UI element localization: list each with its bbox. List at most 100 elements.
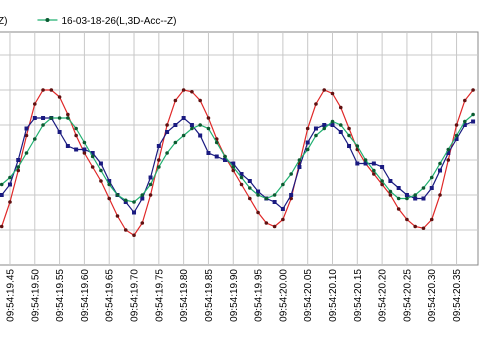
data-point	[248, 196, 252, 201]
data-point	[297, 158, 302, 162]
data-point	[256, 189, 261, 194]
data-point	[380, 182, 384, 187]
data-point	[0, 224, 4, 229]
data-point	[264, 221, 269, 225]
data-point	[313, 126, 318, 131]
legend-label: 16-03-18-26(L,3D-Acc--Z)	[61, 16, 176, 27]
data-point	[330, 123, 335, 127]
data-point	[0, 182, 4, 187]
data-point	[471, 119, 476, 124]
data-point	[338, 130, 343, 134]
data-point	[396, 186, 401, 190]
data-point	[272, 200, 277, 204]
data-point	[429, 175, 434, 180]
legend-label: Z)	[0, 16, 7, 27]
x-tick-label: 09:54:19.60	[80, 269, 91, 322]
data-point	[140, 193, 145, 197]
data-point	[438, 193, 442, 197]
x-tick-label: 09:54:20.20	[378, 269, 389, 322]
data-point	[330, 119, 335, 124]
data-point	[74, 133, 78, 138]
data-point	[289, 172, 293, 176]
x-tick-label: 09:54:19.70	[130, 269, 141, 322]
data-point	[396, 196, 401, 201]
data-point	[363, 158, 368, 162]
data-point	[41, 123, 45, 127]
data-point	[247, 179, 252, 183]
data-point	[82, 140, 87, 145]
data-point	[156, 144, 161, 148]
data-point	[90, 165, 95, 169]
data-point	[123, 198, 128, 203]
data-point	[107, 179, 112, 183]
data-point	[446, 151, 451, 155]
legend-marker	[45, 18, 50, 22]
x-tick-label: 09:54:19.80	[179, 269, 190, 322]
data-point	[231, 161, 236, 166]
data-point	[99, 168, 103, 173]
data-point	[231, 168, 236, 173]
data-point	[173, 98, 178, 103]
data-point	[57, 130, 62, 134]
x-tick-label: 09:54:19.90	[229, 269, 240, 322]
data-point	[198, 98, 202, 103]
data-point	[405, 217, 409, 222]
data-point	[297, 165, 302, 169]
data-point	[32, 137, 37, 141]
data-point	[314, 133, 318, 138]
data-point	[0, 193, 4, 197]
data-point	[463, 98, 467, 103]
data-point	[82, 151, 87, 155]
data-point	[239, 182, 244, 187]
data-point	[256, 193, 260, 197]
data-point	[57, 95, 62, 99]
data-point	[330, 91, 335, 96]
data-point	[438, 168, 443, 173]
data-point	[372, 172, 376, 176]
data-point	[190, 126, 194, 131]
data-point	[165, 130, 170, 134]
data-point	[264, 196, 269, 201]
data-point	[380, 179, 384, 183]
data-point	[16, 165, 21, 169]
series-line	[1, 117, 474, 214]
plot-frame	[0, 31, 479, 266]
data-point	[189, 123, 194, 127]
x-tick-label: 09:54:20.10	[328, 269, 339, 322]
data-point	[74, 126, 78, 131]
data-point	[388, 179, 393, 183]
data-point	[421, 196, 426, 201]
data-point	[98, 161, 103, 166]
data-point	[248, 186, 252, 190]
data-point	[148, 175, 153, 180]
data-point	[413, 193, 418, 197]
data-point	[421, 226, 426, 231]
data-point	[231, 165, 236, 169]
data-point	[16, 158, 21, 162]
data-point	[371, 161, 376, 166]
data-point	[8, 200, 12, 204]
data-point	[280, 207, 285, 211]
data-point	[372, 168, 376, 173]
data-point	[8, 175, 12, 180]
data-point	[165, 123, 169, 127]
data-point	[74, 147, 79, 152]
data-point	[57, 116, 62, 120]
data-point	[157, 158, 161, 162]
data-point	[222, 158, 227, 162]
data-point	[405, 196, 409, 201]
data-point	[82, 147, 87, 152]
data-point	[115, 214, 120, 218]
data-point	[363, 161, 368, 166]
data-point	[181, 88, 186, 92]
data-point	[322, 126, 327, 131]
x-tick-label: 09:54:20.25	[402, 269, 413, 322]
data-point	[24, 133, 29, 138]
data-point	[471, 88, 475, 92]
x-tick-label: 09:54:19.75	[154, 269, 165, 322]
x-tick-label: 09:54:20.30	[427, 269, 438, 322]
data-point	[305, 140, 310, 145]
data-point	[388, 189, 393, 194]
series-line	[1, 89, 474, 237]
